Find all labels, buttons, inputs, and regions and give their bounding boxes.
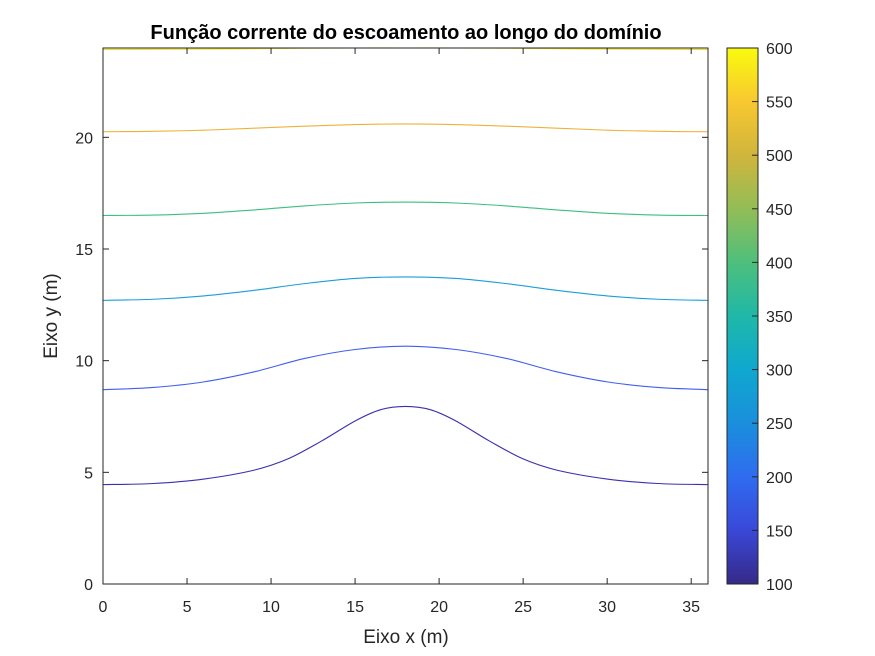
x-tick-label: 5 bbox=[183, 599, 192, 616]
chart-title: Função corrente do escoamento ao longo d… bbox=[150, 22, 661, 44]
colorbar-tick-label: 450 bbox=[766, 202, 793, 219]
colorbar-tick-label: 350 bbox=[766, 309, 793, 326]
colorbar-tick-label: 100 bbox=[766, 577, 793, 594]
x-tick-label: 30 bbox=[598, 599, 616, 616]
colorbar-tick-label: 200 bbox=[766, 470, 793, 487]
contour-line-100 bbox=[102, 405, 709, 486]
colorbar-tick-label: 600 bbox=[766, 41, 793, 58]
x-tick-label: 25 bbox=[514, 599, 532, 616]
x-axis-ticks: 0 5 10 15 20 25 30 35 bbox=[99, 48, 700, 616]
x-tick-label: 15 bbox=[346, 599, 364, 616]
x-tick-label: 35 bbox=[682, 599, 700, 616]
colorbar-ticks: 100 150 200 250 300 350 400 450 500 550 600 bbox=[752, 41, 793, 594]
plot-frame bbox=[102, 47, 709, 585]
contour-line-300 bbox=[102, 276, 709, 301]
x-tick-label: 10 bbox=[262, 599, 280, 616]
contour-line-400 bbox=[102, 201, 709, 217]
x-tick-label: 20 bbox=[430, 599, 448, 616]
colorbar-tick-label: 500 bbox=[766, 148, 793, 165]
contour-line-200 bbox=[102, 345, 709, 391]
colorbar-tick-label: 300 bbox=[766, 363, 793, 380]
y-axis-ticks: 0 5 10 15 20 bbox=[75, 130, 708, 594]
colorbar-tick-label: 150 bbox=[766, 523, 793, 540]
x-tick-label: 0 bbox=[99, 599, 108, 616]
y-tick-label: 0 bbox=[84, 577, 93, 594]
y-tick-label: 5 bbox=[84, 465, 93, 482]
contour-line-550 bbox=[102, 123, 709, 133]
y-tick-label: 10 bbox=[75, 354, 93, 371]
y-axis-label: Eixo y (m) bbox=[41, 273, 62, 359]
x-axis-label: Eixo x (m) bbox=[363, 627, 449, 648]
colorbar-tick-label: 250 bbox=[766, 416, 793, 433]
y-tick-label: 20 bbox=[75, 130, 93, 147]
y-tick-label: 15 bbox=[75, 242, 93, 259]
colorbar-tick-label: 550 bbox=[766, 95, 793, 112]
colorbar-tick-label: 400 bbox=[766, 255, 793, 272]
plot-area bbox=[103, 48, 708, 584]
